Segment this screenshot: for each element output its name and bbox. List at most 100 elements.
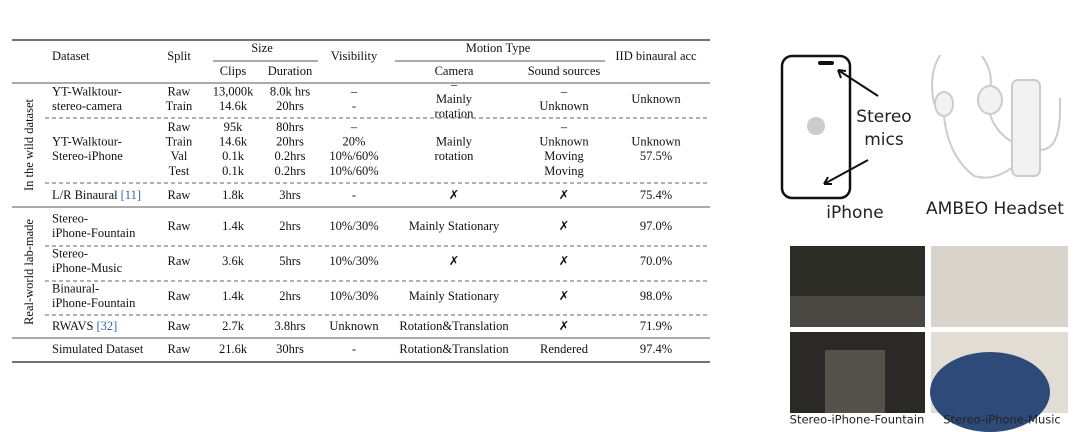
arrow	[837, 69, 879, 97]
cell: Mainly	[436, 135, 473, 149]
header: Size	[251, 41, 273, 55]
cell: ✗	[449, 254, 459, 268]
cell: 10%/30%	[329, 219, 378, 233]
cell: iPhone-Fountain	[52, 226, 136, 240]
cell: 1.4k	[222, 219, 245, 233]
cell: 2.7k	[222, 319, 245, 333]
cell: RWAVS [32]	[52, 319, 117, 333]
cell: Unknown	[539, 99, 589, 113]
cell: rotation	[435, 106, 475, 120]
cell: Rotation&Translation	[399, 319, 509, 333]
cell: -	[352, 188, 356, 202]
cell: ✗	[559, 188, 569, 202]
cell: 20hrs	[276, 135, 304, 149]
header: IID binaural acc	[615, 49, 697, 63]
cell: 21.6k	[219, 342, 248, 356]
cell: –	[350, 85, 358, 99]
cell: -	[352, 99, 356, 113]
cell: 1.4k	[222, 289, 245, 303]
cell: Rotation&Translation	[399, 342, 509, 356]
header: Split	[167, 49, 191, 63]
photo-detail	[790, 296, 925, 327]
cell: Test	[169, 164, 190, 178]
cell: Unknown	[631, 92, 681, 106]
cell: Moving	[544, 149, 584, 163]
cell: –	[560, 85, 568, 99]
cell: 10%/60%	[329, 164, 378, 178]
cell: 57.5%	[640, 149, 672, 163]
figure-label: Stereo	[856, 107, 911, 127]
cell: 75.4%	[640, 188, 672, 202]
cell: 10%/30%	[329, 254, 378, 268]
cell: Moving	[544, 164, 584, 178]
cell: Stereo-iPhone	[52, 149, 123, 163]
cell: L/R Binaural [11]	[52, 188, 141, 202]
table: Dataset Split Size Clips Duration Visibi…	[12, 39, 710, 363]
cell: –	[560, 120, 568, 134]
photo	[931, 246, 1068, 327]
cell: 20%	[343, 135, 366, 149]
cell: Raw	[168, 120, 191, 134]
cell: 10%/30%	[329, 289, 378, 303]
cell: rotation	[435, 149, 475, 163]
figure-label: AMBEO Headset	[926, 199, 1064, 219]
cell: –	[450, 77, 458, 91]
header: Clips	[220, 64, 247, 78]
iphone-notch	[818, 61, 834, 65]
cell: Train	[166, 99, 193, 113]
figure-label: mics	[864, 130, 904, 150]
cell: Raw	[168, 319, 191, 333]
cell: Raw	[168, 85, 191, 99]
cell: 3.8hrs	[275, 319, 306, 333]
header: Camera	[435, 64, 474, 78]
cell: YT-Walktour-	[52, 135, 122, 149]
cell: 98.0%	[640, 289, 672, 303]
cell: Mainly Stationary	[409, 289, 500, 303]
arrow	[823, 159, 869, 185]
apple-logo	[807, 117, 825, 135]
cell-text: RWAVS	[52, 319, 94, 333]
cell: Raw	[168, 188, 191, 202]
cell: 8.0k hrs	[270, 85, 310, 99]
cell: ✗	[559, 219, 569, 233]
cell: Stereo-	[52, 212, 88, 226]
cell: Binaural-	[52, 282, 99, 296]
cell: 5hrs	[279, 254, 301, 268]
cell: Raw	[168, 254, 191, 268]
group-label: Real-world lab-made	[22, 219, 36, 325]
cell: 3hrs	[279, 188, 301, 202]
header: Visibility	[331, 49, 378, 63]
cell: Simulated Dataset	[52, 342, 144, 356]
cell: Train	[166, 135, 193, 149]
cell: Unknown	[329, 319, 379, 333]
cell: 14.6k	[219, 99, 248, 113]
cell: 20hrs	[276, 99, 304, 113]
header: Sound sources	[528, 64, 601, 78]
cell: -	[352, 342, 356, 356]
cell: iPhone-Fountain	[52, 296, 136, 310]
cell: ✗	[449, 188, 459, 202]
caption: Stereo-iPhone-Music	[943, 413, 1061, 427]
cell: Raw	[168, 219, 191, 233]
cell: 0.2hrs	[275, 164, 306, 178]
caption: Stereo-iPhone-Fountain	[790, 413, 925, 427]
cell: Raw	[168, 289, 191, 303]
cell: Unknown	[631, 135, 681, 149]
figure-label: iPhone	[826, 203, 883, 223]
cell: 2hrs	[279, 219, 301, 233]
cell: 80hrs	[276, 120, 304, 134]
cell: 0.2hrs	[275, 149, 306, 163]
citation: [11]	[121, 188, 141, 202]
cell: 97.0%	[640, 219, 672, 233]
group-label: In the wild dataset	[22, 98, 36, 191]
cell: 14.6k	[219, 135, 248, 149]
cell: ✗	[559, 319, 569, 333]
cell: Mainly Stationary	[409, 219, 500, 233]
cell: 0.1k	[222, 164, 245, 178]
cell: ✗	[559, 254, 569, 268]
cell: –	[350, 120, 358, 134]
figure: Stereo mics iPhone AMBEO Headset Stereo-…	[780, 54, 1068, 432]
cell: 10%/60%	[329, 149, 378, 163]
cell: ✗	[559, 289, 569, 303]
